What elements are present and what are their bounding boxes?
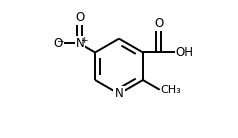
Text: CH₃: CH₃ [160,85,181,95]
Text: +: + [80,36,88,45]
Text: O: O [75,11,84,24]
Text: N: N [115,87,123,100]
Text: O: O [54,37,63,50]
Text: −: − [56,36,64,45]
Text: OH: OH [175,46,193,59]
Text: N: N [76,37,85,50]
Text: O: O [154,17,164,30]
